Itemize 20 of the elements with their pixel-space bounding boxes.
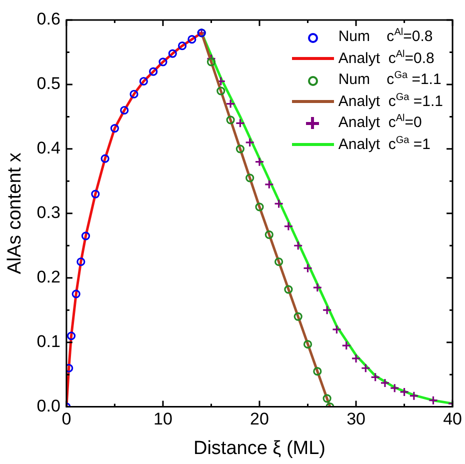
y-tick-label: 0.4 (36, 138, 60, 158)
y-tick-label: 0.6 (36, 10, 60, 29)
y-tick-label: 0.3 (36, 203, 60, 222)
x-axis-title: Distance ξ (ML) (193, 438, 326, 459)
x-tick-label: 0 (62, 410, 72, 429)
legend-label: Num c$^{Al}$=0.8 (338, 26, 433, 47)
legend-label: Analyt c$^{Al}$=0.8 (338, 48, 434, 68)
legend-label: Analyt c$^{Ga}$ =1 (338, 134, 430, 154)
legend-label: Analyt c$^{Al}$=0 (338, 112, 422, 133)
x-tick-label: 10 (154, 410, 172, 429)
legend-label: Num c$^{Ga}$ =1.1 (338, 69, 442, 90)
x-tick-label: 40 (443, 410, 462, 429)
y-tick-label: 0.5 (36, 74, 60, 94)
legend-label: Analyt c$^{Ga}$ =1.1 (338, 90, 443, 112)
x-tick-label: 20 (250, 410, 269, 429)
y-axis-title: AlAs content x (4, 152, 26, 274)
y-tick-label: 0.0 (36, 396, 60, 416)
y-tick-label: 0.1 (36, 332, 60, 352)
x-tick-label: 30 (346, 410, 366, 429)
y-tick-label: 0.2 (36, 268, 60, 287)
